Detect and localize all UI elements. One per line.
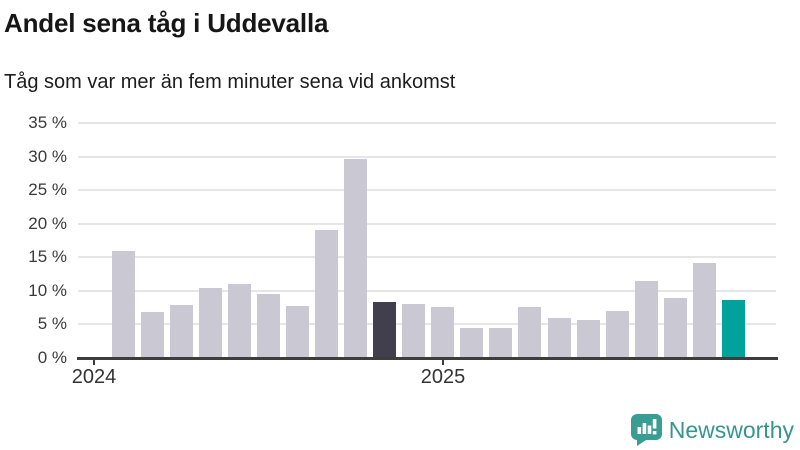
- y-axis-label-35-percent: 35 %: [28, 113, 67, 132]
- y-axis-label-0-percent: 0 %: [37, 348, 67, 367]
- y-axis-label-15-percent: 15 %: [28, 247, 67, 266]
- bar-maj-2024: [199, 288, 222, 358]
- chart-title: Andel sena tåg i Uddevalla: [4, 8, 329, 38]
- bar-mar-2024: [141, 312, 164, 358]
- bar-feb-2024: [112, 251, 135, 358]
- x-axis-line: [77, 357, 778, 360]
- gridline-35-percent: [78, 122, 776, 124]
- bar-aug-2025: [635, 281, 658, 358]
- bar-jul-2025: [606, 311, 629, 358]
- bar-okt-2024: [344, 159, 367, 358]
- gridline-5-percent: [78, 323, 776, 325]
- y-axis-label-25-percent: 25 %: [28, 180, 67, 199]
- y-axis-label-10-percent: 10 %: [28, 281, 67, 300]
- y-axis-label-30-percent: 30 %: [28, 147, 67, 166]
- brand-name: Newsworthy: [668, 417, 794, 443]
- bar-jun-2025: [577, 320, 600, 358]
- bar-apr-2024: [170, 305, 193, 358]
- chart-subtitle: Tåg som var mer än fem minuter sena vid …: [4, 71, 456, 93]
- gridline-10-percent: [78, 290, 776, 292]
- bar-sep-2025: [664, 298, 687, 358]
- bar-sep-2024: [315, 230, 338, 358]
- x-tick-2024: [93, 358, 95, 365]
- x-axis-label-2024: 2024: [71, 366, 117, 388]
- bar-dec-2024: [402, 304, 425, 358]
- bar-apr-2025: [518, 307, 541, 358]
- bar-aug-2024: [286, 306, 309, 358]
- bar-okt-2025: [693, 263, 716, 358]
- bar-jul-2024: [257, 294, 280, 358]
- bar-feb-2025: [460, 328, 483, 358]
- x-tick-2025: [442, 358, 444, 365]
- gridline-20-percent: [78, 223, 776, 225]
- y-axis-label-20-percent: 20 %: [28, 214, 67, 233]
- newsworthy-logo: Newsworthy: [630, 413, 794, 447]
- bar-nov-2025: [722, 300, 745, 358]
- newsworthy-speech-bubble-bar-chart-icon: [630, 413, 662, 446]
- bar-jun-2024: [228, 284, 251, 358]
- x-axis-label-2025: 2025: [420, 366, 466, 388]
- bar-maj-2025: [548, 318, 571, 358]
- gridline-25-percent: [78, 189, 776, 191]
- gridline-15-percent: [78, 256, 776, 258]
- bar-nov-2024: [373, 302, 396, 358]
- bar-jan-2025: [431, 307, 454, 358]
- gridline-30-percent: [78, 156, 776, 158]
- bar-mar-2025: [489, 328, 512, 358]
- y-axis-label-5-percent: 5 %: [37, 314, 67, 333]
